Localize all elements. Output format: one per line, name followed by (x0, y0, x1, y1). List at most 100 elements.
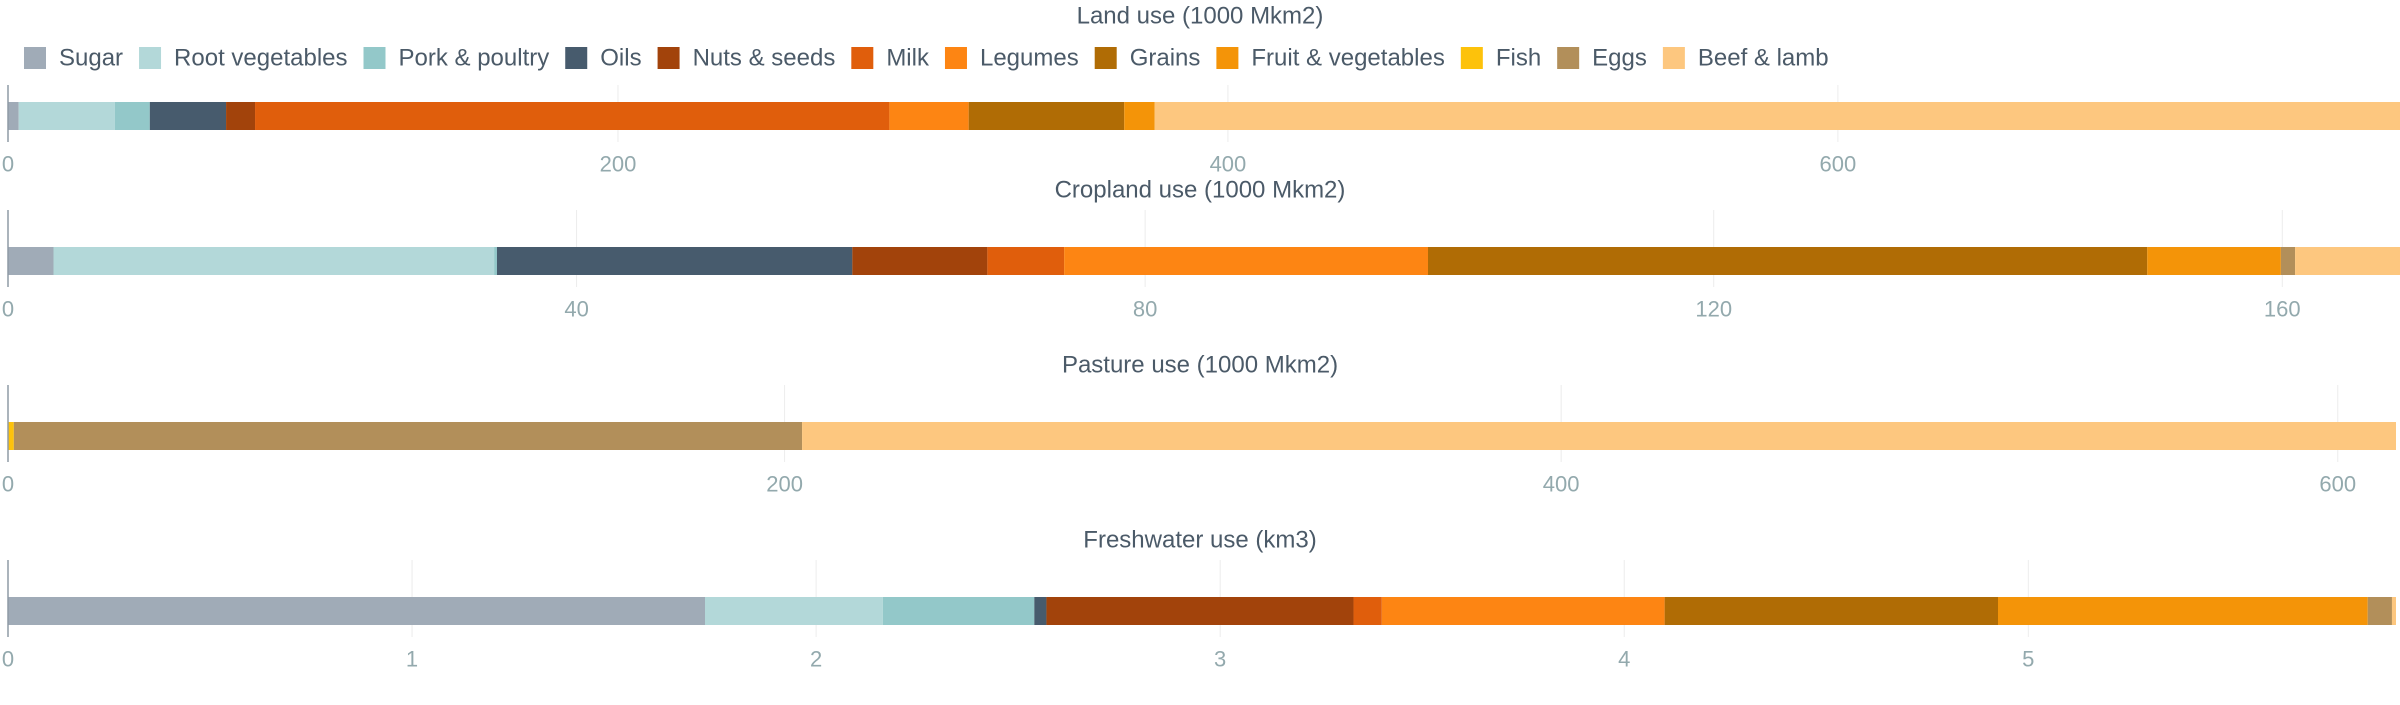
legend-item-pork-and-poultry[interactable]: Pork & poultry (363, 45, 550, 72)
legend-swatch (139, 47, 162, 69)
legend-label: Sugar (59, 45, 123, 72)
bar-segment-grains[interactable] (1428, 247, 2148, 275)
bar-segment-legumes[interactable] (1064, 247, 1429, 275)
legend-item-fish[interactable]: Fish (1460, 45, 1541, 72)
legend-label: Pork & poultry (399, 45, 550, 72)
bar-segment-fruit-and-vegetables[interactable] (2147, 247, 2281, 275)
legend-label: Nuts & seeds (693, 45, 836, 72)
x-tick-label: 5 (2022, 647, 2034, 672)
legend-item-legumes[interactable]: Legumes (944, 45, 1079, 72)
panel-title: Cropland use (1000 Mkm2) (1055, 177, 1346, 204)
panel-title: Pasture use (1000 Mkm2) (1062, 352, 1338, 379)
legend-swatch (363, 47, 386, 69)
bar-segment-nuts-and-seeds[interactable] (226, 102, 256, 130)
legend-label: Root vegetables (174, 45, 347, 72)
legend-swatch (1216, 47, 1239, 69)
legend-label: Beef & lamb (1698, 45, 1829, 72)
x-tick-label: 4 (1618, 647, 1630, 672)
x-tick-label: 0 (2, 647, 14, 672)
legend-label: Milk (886, 45, 930, 72)
bar-segment-milk[interactable] (255, 102, 890, 130)
legend-label: Fruit & vegetables (1251, 45, 1444, 72)
x-tick-label: 400 (1210, 152, 1247, 177)
legend-item-sugar[interactable]: Sugar (24, 45, 123, 72)
bar-segment-eggs[interactable] (13, 422, 803, 450)
x-tick-label: 80 (1133, 297, 1157, 322)
bar-segment-oils[interactable] (496, 247, 853, 275)
bar-segment-sugar[interactable] (8, 597, 706, 625)
legend-label: Fish (1496, 45, 1541, 72)
legend-swatch (1460, 47, 1483, 69)
bar-segment-sugar[interactable] (8, 247, 54, 275)
legend-item-fruit-and-vegetables[interactable]: Fruit & vegetables (1216, 45, 1445, 72)
x-tick-label: 600 (2319, 472, 2356, 497)
bar-segment-pork-and-poultry[interactable] (494, 247, 497, 275)
legend-item-eggs[interactable]: Eggs (1557, 45, 1647, 72)
bar-segment-legumes[interactable] (1381, 597, 1665, 625)
bar-segment-legumes[interactable] (889, 102, 969, 130)
bar-segment-oils[interactable] (1034, 597, 1047, 625)
bar-segment-oils[interactable] (149, 102, 227, 130)
legend-label: Eggs (1592, 45, 1647, 72)
x-tick-label: 160 (2264, 297, 2301, 322)
panel-cropland-use-1000-mkm2: Cropland use (1000 Mkm2) 0 40 80 120 160 (2, 177, 2400, 322)
bar-segment-fish[interactable] (8, 422, 14, 450)
bar-segment-root-vegetables[interactable] (705, 597, 883, 625)
x-tick-label: 200 (766, 472, 803, 497)
bar-segment-grains[interactable] (1664, 597, 1998, 625)
legend-swatch (1094, 47, 1117, 69)
panel-title: Freshwater use (km3) (1083, 527, 1316, 554)
legend-item-root-vegetables[interactable]: Root vegetables (139, 45, 348, 72)
legend-swatch (565, 47, 588, 69)
x-tick-label: 0 (2, 472, 14, 497)
bar-segment-beef-and-lamb[interactable] (2391, 597, 2396, 625)
panel-pasture-use-1000-mkm2: Pasture use (1000 Mkm2) 0 200 400 600 (2, 352, 2396, 497)
bar-segment-eggs[interactable] (2280, 247, 2296, 275)
x-tick-label: 0 (2, 152, 14, 177)
x-tick-label: 120 (1695, 297, 1732, 322)
bar-segment-nuts-and-seeds[interactable] (1046, 597, 1354, 625)
legend-swatch (944, 47, 967, 69)
bar-segment-milk[interactable] (1353, 597, 1382, 625)
bar-segment-sugar[interactable] (8, 102, 19, 130)
panel-freshwater-use-km3: Freshwater use (km3) 0 1 2 3 4 5 (2, 527, 2396, 672)
bar-segment-beef-and-lamb[interactable] (802, 422, 2396, 450)
bar-segment-eggs[interactable] (2367, 597, 2392, 625)
bar-segment-milk[interactable] (987, 247, 1065, 275)
legend-item-oils[interactable]: Oils (565, 45, 642, 72)
bar-segment-fruit-and-vegetables[interactable] (1124, 102, 1155, 130)
legend-swatch (657, 47, 680, 69)
x-tick-label: 400 (1543, 472, 1580, 497)
bar-segment-pork-and-poultry[interactable] (114, 102, 150, 130)
legend-label: Oils (600, 45, 641, 72)
legend-label: Legumes (980, 45, 1079, 72)
legend-swatch (1557, 47, 1580, 69)
x-tick-label: 1 (406, 647, 418, 672)
legend-item-grains[interactable]: Grains (1094, 45, 1201, 72)
x-tick-label: 600 (1820, 152, 1857, 177)
panel-land-use-1000-mkm2: Land use (1000 Mkm2) 0 200 400 600 (2, 3, 2400, 177)
x-tick-label: 40 (564, 297, 588, 322)
legend-label: Grains (1130, 45, 1201, 72)
legend-item-nuts-and-seeds[interactable]: Nuts & seeds (657, 45, 836, 72)
x-tick-label: 200 (600, 152, 637, 177)
legend-item-beef-and-lamb[interactable]: Beef & lamb (1662, 45, 1829, 72)
x-tick-label: 0 (2, 297, 14, 322)
legend-swatch (1662, 47, 1685, 69)
legend-item-milk[interactable]: Milk (851, 45, 930, 72)
x-tick-label: 2 (810, 647, 822, 672)
bar-segment-root-vegetables[interactable] (18, 102, 115, 130)
bar-segment-nuts-and-seeds[interactable] (852, 247, 988, 275)
bar-segment-grains[interactable] (968, 102, 1125, 130)
bar-segment-beef-and-lamb[interactable] (1154, 102, 2400, 130)
bar-segment-fruit-and-vegetables[interactable] (1998, 597, 2368, 625)
bar-segment-beef-and-lamb[interactable] (2295, 247, 2400, 275)
legend: Sugar Root vegetables Pork & poultry Oils Nu… (24, 45, 1829, 72)
legend-swatch (24, 47, 46, 69)
legend-swatch (851, 47, 874, 69)
bar-segment-pork-and-poultry[interactable] (882, 597, 1035, 625)
bar-segment-root-vegetables[interactable] (53, 247, 495, 275)
